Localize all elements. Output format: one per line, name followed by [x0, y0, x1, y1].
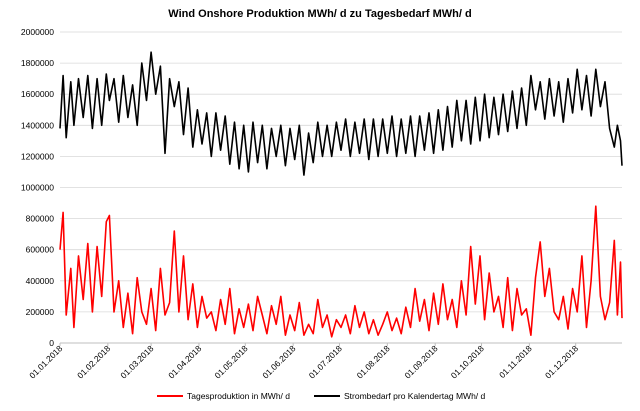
x-tick-label: 01.12.2018 — [543, 343, 580, 380]
y-tick-label: 400000 — [26, 276, 55, 286]
y-tick-label: 1400000 — [21, 120, 54, 130]
series-demand-line — [59, 51, 623, 176]
y-tick-label: 600000 — [26, 245, 55, 255]
y-tick-label: 1200000 — [21, 151, 54, 161]
x-tick-label: 01.04.2018 — [166, 343, 203, 380]
x-tick-label: 01.08.2018 — [355, 343, 392, 380]
x-tick-label: 01.06.2018 — [260, 343, 297, 380]
y-tick-label: 200000 — [26, 307, 55, 317]
y-tick-label: 800000 — [26, 214, 55, 224]
series-production-line — [59, 205, 623, 338]
x-tick-label: 01.02.2018 — [75, 343, 112, 380]
chart-title: Wind Onshore Produktion MWh/ d zu Tagesb… — [168, 8, 471, 20]
x-tick-label: 01.03.2018 — [118, 343, 155, 380]
legend: Tagesproduktion in MWh/ d Strombedarf pr… — [157, 391, 486, 401]
y-axis-ticks: 0 200000 400000 600000 800000 1000000 1200000 1… — [21, 27, 54, 348]
y-tick-label: 1600000 — [21, 89, 54, 99]
x-tick-label: 01.01.2018 — [27, 343, 64, 380]
x-tick-label: 01.10.2018 — [449, 343, 486, 380]
x-tick-label: 01.09.2018 — [402, 343, 439, 380]
y-tick-label: 1800000 — [21, 58, 54, 68]
x-axis-ticks: 01.01.2018 01.02.2018 01.03.2018 01.04.2018… — [27, 343, 580, 380]
legend-label-production: Tagesproduktion in MWh/ d — [187, 391, 290, 401]
x-tick-label: 01.05.2018 — [213, 343, 250, 380]
series-layer — [59, 51, 623, 338]
x-tick-label: 01.11.2018 — [497, 343, 534, 380]
y-tick-label: 1000000 — [21, 183, 54, 193]
y-tick-label: 0 — [49, 338, 54, 348]
x-tick-label: 01.07.2018 — [307, 343, 344, 380]
y-tick-label: 2000000 — [21, 27, 54, 37]
legend-label-demand: Strombedarf pro Kalendertag MWh/ d — [344, 391, 486, 401]
